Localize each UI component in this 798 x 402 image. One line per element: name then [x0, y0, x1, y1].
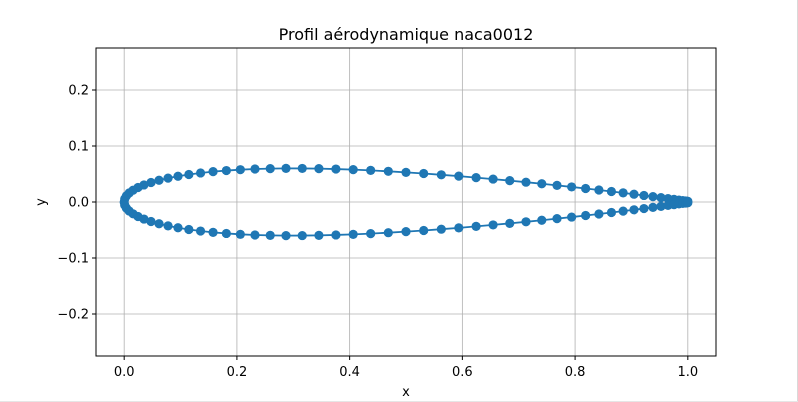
x-tick-label: 0.8: [565, 365, 586, 380]
data-point: [235, 165, 245, 175]
data-point: [419, 168, 429, 179]
data-point: [154, 219, 164, 229]
data-point: [401, 167, 411, 177]
data-point: [488, 174, 498, 184]
series-airfoil: [119, 163, 693, 241]
data-point: [663, 193, 673, 204]
data-point: [265, 164, 275, 174]
data-point: [221, 165, 231, 176]
data-point: [648, 192, 658, 202]
data-point: [629, 189, 639, 199]
data-point: [139, 214, 149, 224]
data-point: [567, 182, 577, 192]
data-point: [639, 203, 649, 214]
data-point: [146, 216, 156, 227]
data-point: [348, 229, 358, 239]
data-point: [656, 201, 666, 211]
data-point: [581, 210, 591, 221]
chart-title: Profil aérodynamique naca0012: [279, 25, 534, 44]
data-point: [173, 223, 183, 233]
y-tick-label: −0.2: [57, 308, 89, 323]
data-point: [297, 230, 307, 241]
x-tick-label: 0.0: [114, 365, 135, 380]
data-point: [471, 172, 481, 183]
data-point: [581, 183, 591, 194]
data-point: [250, 164, 260, 174]
data-point: [195, 226, 206, 236]
data-point: [639, 190, 649, 201]
data-point: [419, 225, 429, 236]
data-point: [366, 165, 376, 175]
data-point: [436, 224, 446, 234]
data-point: [488, 220, 498, 230]
x-tick-label: 0.2: [227, 365, 248, 380]
data-point: [471, 221, 481, 232]
data-point: [163, 173, 173, 183]
data-point: [683, 198, 693, 208]
data-point: [505, 218, 515, 228]
y-tick-label: −0.1: [57, 252, 89, 267]
data-point: [648, 202, 658, 212]
data-point: [401, 227, 411, 237]
data-point: [505, 176, 515, 186]
data-point: [552, 180, 562, 190]
data-point: [265, 230, 275, 240]
data-point: [618, 188, 628, 198]
data-point: [537, 179, 547, 189]
data-point: [454, 223, 464, 233]
grid: [96, 48, 716, 356]
x-tick-label: 0.6: [452, 365, 473, 380]
data-point: [537, 215, 547, 225]
data-point: [454, 171, 464, 181]
y-ticks: −0.2 −0.1 0.0 0.1 0.2: [57, 84, 96, 323]
data-point: [281, 163, 291, 174]
data-point: [146, 177, 156, 188]
data-point: [208, 227, 218, 237]
data-point: [552, 214, 562, 224]
x-ticks: 0.0 0.2 0.4 0.6 0.8 1.0: [114, 356, 698, 380]
data-point: [281, 230, 291, 241]
data-point: [656, 193, 666, 203]
data-point: [195, 168, 206, 178]
data-point: [173, 171, 183, 181]
data-point: [383, 228, 393, 238]
data-point: [154, 175, 164, 185]
data-point: [250, 230, 260, 240]
data-point: [567, 212, 577, 222]
data-point: [521, 177, 531, 187]
data-point: [163, 221, 173, 231]
data-point: [383, 166, 393, 176]
data-point: [618, 206, 628, 216]
data-point: [606, 207, 617, 218]
data-point: [297, 163, 307, 174]
data-point: [629, 205, 639, 215]
data-point: [521, 217, 531, 227]
data-point: [348, 165, 358, 175]
data-point: [184, 224, 194, 235]
data-point: [314, 164, 324, 174]
data-point: [331, 230, 341, 240]
data-point: [594, 209, 604, 219]
y-axis-label: y: [34, 198, 49, 206]
data-point: [184, 169, 194, 180]
data-point: [366, 229, 376, 239]
plot-frame: [95, 47, 717, 357]
data-point: [314, 230, 324, 240]
data-point: [331, 164, 341, 174]
data-point: [208, 167, 218, 177]
data-point: [606, 186, 617, 197]
x-axis-label: x: [402, 385, 410, 400]
data-point: [235, 229, 245, 239]
y-tick-label: 0.1: [68, 140, 89, 155]
data-point: [594, 185, 604, 195]
data-point: [221, 228, 231, 239]
x-tick-label: 0.4: [339, 365, 360, 380]
y-tick-label: 0.2: [68, 84, 89, 99]
x-tick-label: 1.0: [677, 365, 698, 380]
data-point: [436, 170, 446, 180]
y-tick-label: 0.0: [68, 196, 89, 211]
